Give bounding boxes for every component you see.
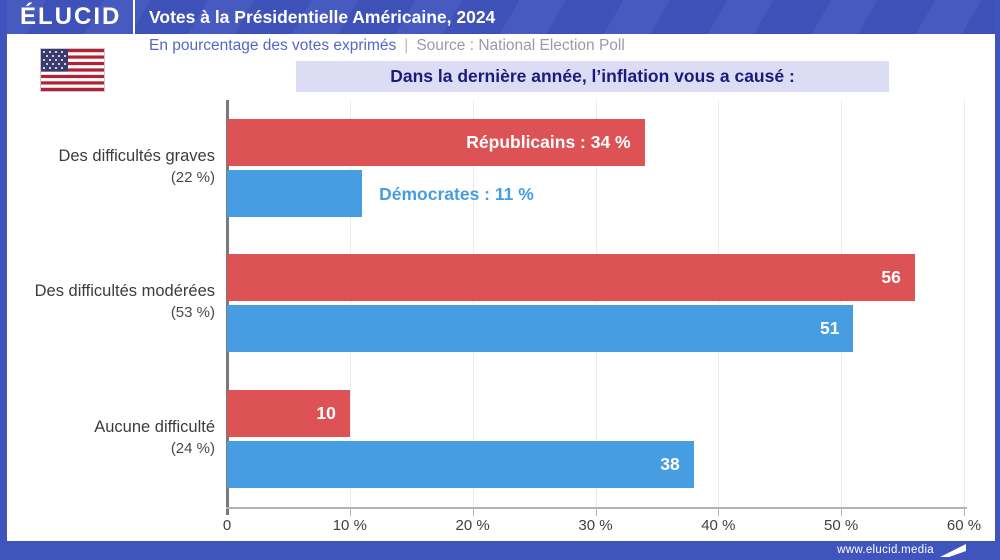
category-total: (53 %) <box>170 304 215 321</box>
category-total: (24 %) <box>170 440 215 457</box>
gridline <box>349 100 351 507</box>
header-band: ÉLUCID Votes à la Présidentielle América… <box>0 0 1000 34</box>
source-label: Source : National Election Poll <box>416 37 625 54</box>
x-tick-label: 30 % <box>578 517 613 534</box>
bar-value-label: Démocrates : 11 % <box>379 184 534 204</box>
category-name: Des difficultés graves <box>58 147 215 165</box>
x-tick-label: 50 % <box>824 517 859 534</box>
chart-question-banner: Dans la dernière année, l’inflation vous… <box>296 61 889 92</box>
bar-value-label: 10 <box>316 403 336 423</box>
bar-value-label: 38 <box>660 454 680 474</box>
footer-band: www.elucid.media <box>0 541 1000 560</box>
gridline <box>718 100 720 507</box>
axis-tick <box>841 509 843 516</box>
x-tick-label: 10 % <box>332 517 367 534</box>
subtitle-note: En pourcentage des votes exprimés <box>149 37 397 54</box>
axis-tick <box>718 509 720 516</box>
x-axis-line <box>226 507 967 509</box>
bar-républicains: 10 <box>227 390 350 437</box>
bar-démocrates: 38 <box>227 441 694 488</box>
category-label: Aucune difficulté (24 %) <box>0 417 215 459</box>
bar-démocrates <box>227 170 363 217</box>
gridline <box>472 100 474 507</box>
elucid-arrow-icon <box>940 544 966 560</box>
us-flag-icon <box>40 48 105 92</box>
axis-tick <box>472 509 474 516</box>
axis-tick <box>964 509 965 516</box>
bar-démocrates: 51 <box>227 305 854 352</box>
axis-tick <box>349 509 351 516</box>
bar-value-label: 51 <box>819 318 840 338</box>
category-name: Des difficultés modérées <box>34 282 215 300</box>
right-frame-border <box>995 0 1000 560</box>
gridline <box>595 100 597 507</box>
x-tick-label: 20 % <box>455 517 490 534</box>
footer-url: www.elucid.media <box>837 544 934 556</box>
left-frame-border <box>0 0 7 560</box>
x-tick-label: 60 % <box>946 517 982 534</box>
page-title: Votes à la Présidentielle Américaine, 20… <box>149 7 496 27</box>
gridline <box>841 100 843 507</box>
header-divider <box>133 0 135 34</box>
category-label: Des difficultés modérées (53 %) <box>0 281 215 323</box>
elucid-logo: ÉLUCID <box>20 3 122 30</box>
subtitle-separator: | <box>404 37 409 54</box>
category-name: Aucune difficulté <box>94 418 215 436</box>
bar-républicains: Républicains : 34 % <box>227 119 645 166</box>
bar-value-label: 56 <box>881 267 901 287</box>
bar-républicains: 56 <box>227 254 915 301</box>
category-label: Des difficultés graves (22 %) <box>0 146 215 188</box>
x-tick-label: 0 <box>222 517 232 534</box>
subtitle-row: En pourcentage des votes exprimés | Source… <box>149 37 625 57</box>
bar-value-label: Républicains : 34 % <box>466 132 631 152</box>
category-total: (22 %) <box>170 169 215 186</box>
gridline <box>964 100 965 507</box>
x-tick-label: 40 % <box>701 517 736 534</box>
axis-tick <box>595 509 597 516</box>
